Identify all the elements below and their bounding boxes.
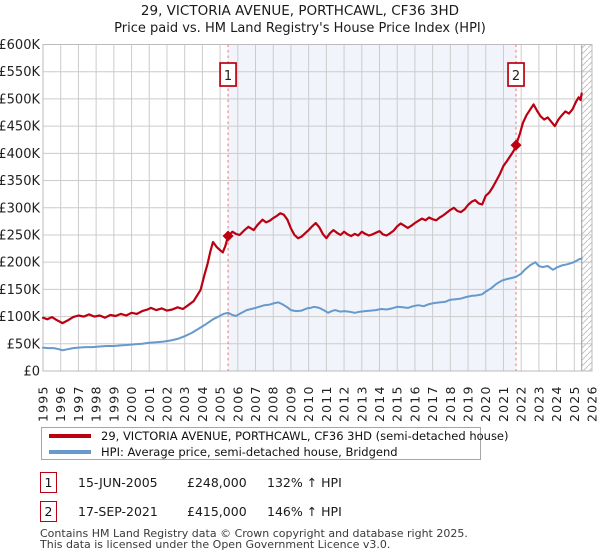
svg-text:2020: 2020	[478, 385, 493, 422]
svg-text:2022: 2022	[514, 385, 529, 422]
sale-diamond-markers	[222, 139, 522, 242]
page-subtitle: Price paid vs. HM Land Registry's House …	[114, 21, 486, 36]
property-line-swatch	[49, 433, 91, 438]
transaction-1-date: 15-JUN-2005	[78, 475, 158, 490]
svg-text:2002: 2002	[159, 385, 174, 422]
svg-text:£500K: £500K	[0, 92, 40, 107]
svg-text:£550K: £550K	[0, 65, 40, 80]
series-hpi-line	[42, 257, 583, 352]
svg-text:2024: 2024	[549, 385, 564, 422]
svg-text:2000: 2000	[124, 385, 139, 422]
svg-text:2016: 2016	[407, 385, 422, 422]
svg-text:£600K: £600K	[0, 38, 40, 53]
series-property-line	[41, 92, 583, 325]
svg-text:2021: 2021	[496, 385, 511, 422]
svg-text:£0: £0	[23, 365, 40, 380]
svg-text:2026: 2026	[585, 385, 600, 422]
transaction-1-price: £248,000	[187, 475, 247, 490]
transaction-row-2: 2 17-SEP-2021 £415,000 146% ↑ HPI	[0, 501, 600, 523]
svg-text:2012: 2012	[337, 385, 352, 422]
svg-text:1: 1	[224, 69, 232, 84]
svg-text:2008: 2008	[266, 385, 281, 422]
svg-text:2023: 2023	[531, 385, 546, 422]
svg-text:£50K: £50K	[7, 337, 41, 352]
svg-text:£450K: £450K	[0, 120, 40, 135]
copyright-line-2: This data is licensed under the Open Gov…	[40, 538, 391, 551]
svg-text:2005: 2005	[213, 385, 228, 422]
gridlines	[42, 44, 593, 372]
y-axis-labels: £0 £50K £100K £150K £200K £250K £300K £350K £400…	[0, 38, 40, 380]
svg-text:2019: 2019	[461, 385, 476, 422]
svg-text:£200K: £200K	[0, 256, 40, 271]
svg-text:1999: 1999	[106, 385, 121, 422]
hpi-line-swatch	[49, 449, 91, 454]
x-axis-labels: 1995 1996 1997 1998 1999 2000 2001 2002 2003 2004…	[36, 385, 600, 422]
legend-label-hpi: HPI: Average price, semi-detached house,…	[101, 444, 398, 459]
svg-text:2013: 2013	[354, 385, 369, 422]
svg-text:1998: 1998	[89, 385, 104, 422]
svg-text:2009: 2009	[283, 385, 298, 422]
svg-text:£300K: £300K	[0, 201, 40, 216]
page-title: 29, VICTORIA AVENUE, PORTHCAWL, CF36 3HD	[140, 3, 460, 19]
legend-item-property: 29, VICTORIA AVENUE, PORTHCAWL, CF36 3HD…	[42, 429, 509, 443]
svg-text:£100K: £100K	[0, 310, 40, 325]
svg-text:2017: 2017	[425, 385, 440, 422]
transaction-1-number-badge: 1	[40, 472, 57, 493]
copyright-line-1: Contains HM Land Registry data © Crown c…	[40, 527, 468, 540]
svg-text:1995: 1995	[36, 385, 51, 422]
svg-text:2014: 2014	[372, 385, 387, 422]
legend-label-property: 29, VICTORIA AVENUE, PORTHCAWL, CF36 3HD…	[101, 428, 509, 443]
svg-text:2011: 2011	[319, 385, 334, 422]
svg-text:£350K: £350K	[0, 174, 40, 189]
transaction-2-date: 17-SEP-2021	[78, 504, 158, 519]
svg-text:£250K: £250K	[0, 228, 40, 243]
transaction-1-hpi-delta: 132% ↑ HPI	[267, 475, 342, 490]
svg-text:2: 2	[512, 69, 520, 84]
transaction-row-1: 1 15-JUN-2005 £248,000 132% ↑ HPI	[0, 472, 600, 494]
svg-text:2015: 2015	[390, 385, 405, 422]
legend-item-hpi: HPI: Average price, semi-detached house,…	[42, 444, 480, 459]
svg-text:2004: 2004	[195, 385, 210, 422]
svg-text:2025: 2025	[567, 385, 582, 422]
transaction-2-number-badge: 2	[40, 501, 57, 522]
svg-text:2007: 2007	[248, 385, 263, 422]
svg-text:2018: 2018	[443, 385, 458, 422]
transaction-2-hpi-delta: 146% ↑ HPI	[267, 504, 342, 519]
svg-text:1997: 1997	[71, 385, 86, 422]
plot-frame	[42, 44, 593, 372]
svg-text:1996: 1996	[53, 385, 68, 422]
svg-text:2003: 2003	[177, 385, 192, 422]
svg-text:2006: 2006	[230, 385, 245, 422]
transaction-2-price: £415,000	[187, 504, 247, 519]
svg-text:£400K: £400K	[0, 147, 40, 162]
legend-box: 29, VICTORIA AVENUE, PORTHCAWL, CF36 3HD…	[41, 427, 509, 460]
svg-text:£150K: £150K	[0, 283, 40, 298]
svg-text:2001: 2001	[142, 385, 157, 422]
svg-text:2010: 2010	[301, 385, 316, 422]
